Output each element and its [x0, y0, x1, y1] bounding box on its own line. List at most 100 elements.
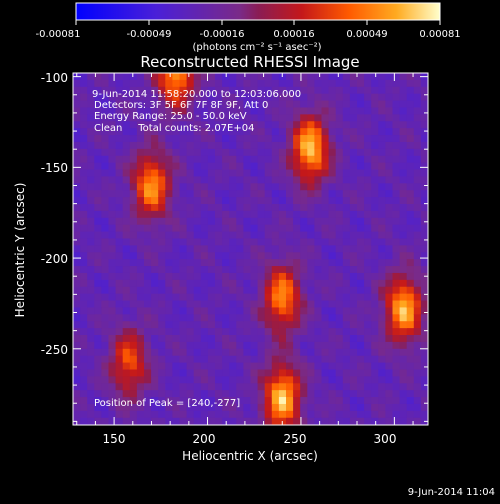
heatmap-cell	[158, 376, 166, 384]
heatmap-cell	[300, 341, 308, 350]
heatmap-cell	[193, 424, 202, 425]
heatmap-cell	[115, 73, 124, 81]
heatmap-cell	[122, 169, 131, 178]
heatmap-cell	[293, 307, 301, 315]
heatmap-cell	[349, 335, 358, 343]
heatmap-cell	[385, 314, 394, 322]
heatmap-cell	[144, 93, 152, 102]
heatmap-cell	[342, 107, 351, 115]
heatmap-cell	[293, 376, 301, 384]
heatmap-cell	[151, 183, 159, 191]
heatmap-cell	[144, 169, 152, 178]
heatmap-cell	[122, 397, 131, 405]
heatmap-cell	[321, 424, 330, 425]
heatmap-cell	[108, 376, 117, 384]
heatmap-cell	[144, 190, 152, 198]
heatmap-cell	[286, 183, 294, 191]
heatmap-cell	[179, 197, 188, 205]
heatmap-cell	[200, 100, 209, 109]
heatmap-cell	[392, 279, 401, 288]
heatmap-cell	[94, 135, 102, 143]
heatmap-cell	[101, 114, 110, 122]
heatmap-cell	[215, 210, 223, 219]
heatmap-cell	[144, 252, 152, 260]
heatmap-cell	[328, 86, 337, 95]
heatmap-cell	[73, 266, 81, 274]
heatmap-cell	[328, 300, 337, 309]
heatmap-cell	[335, 328, 344, 336]
heatmap-cell	[87, 348, 95, 357]
heatmap-cell	[314, 114, 323, 122]
heatmap-cell	[328, 217, 337, 226]
heatmap-cell	[314, 107, 323, 115]
heatmap-cell	[165, 210, 173, 219]
heatmap-cell	[399, 314, 408, 322]
heatmap-cell	[420, 114, 428, 122]
heatmap-cell	[406, 148, 415, 157]
heatmap-cell	[229, 328, 237, 336]
heatmap-cell	[80, 390, 88, 398]
heatmap-cell	[222, 314, 230, 322]
heatmap-cell	[257, 183, 266, 191]
heatmap-cell	[179, 204, 188, 212]
heatmap-cell	[200, 293, 209, 302]
heatmap-cell	[342, 155, 351, 164]
heatmap-cell	[115, 135, 124, 143]
heatmap-cell	[94, 307, 102, 315]
heatmap-cell	[349, 369, 358, 377]
heatmap-cell	[229, 141, 237, 150]
heatmap-cell	[122, 266, 131, 274]
heatmap-cell	[399, 383, 408, 391]
heatmap-cell	[349, 155, 358, 164]
annotation-time-range: 9-Jun-2014 11:58:20.000 to 12:03:06.000	[92, 89, 301, 100]
heatmap-cell	[144, 162, 152, 171]
heatmap-cell	[278, 252, 287, 260]
heatmap-cell	[378, 300, 386, 309]
heatmap-cell	[222, 403, 230, 412]
heatmap-cell	[179, 383, 188, 391]
heatmap-cell	[271, 252, 280, 260]
heatmap-cell	[129, 383, 138, 391]
heatmap-cell	[80, 417, 88, 425]
heatmap-cell	[87, 252, 95, 260]
heatmap-cell	[172, 204, 181, 212]
heatmap-cell	[165, 376, 173, 384]
heatmap-cell	[136, 121, 145, 129]
heatmap-cell	[399, 135, 408, 143]
heatmap-cell	[200, 176, 209, 184]
heatmap-cell	[144, 279, 152, 288]
heatmap-cell	[243, 293, 252, 302]
heatmap-cell	[286, 403, 294, 412]
heatmap-cell	[257, 107, 266, 115]
heatmap-cell	[122, 190, 131, 198]
heatmap-cell	[286, 148, 294, 157]
heatmap-cell	[236, 314, 244, 322]
heatmap-cell	[94, 224, 102, 233]
heatmap-cell	[165, 397, 173, 405]
heatmap-cell	[321, 224, 330, 233]
heatmap-cell	[293, 128, 301, 136]
heatmap-cell	[307, 155, 315, 164]
heatmap-cell	[80, 135, 88, 143]
heatmap-cell	[257, 204, 266, 212]
heatmap-cell	[179, 328, 188, 336]
heatmap-cell	[364, 148, 372, 157]
axis-ticks	[73, 73, 428, 425]
heatmap-cell	[399, 266, 408, 274]
heatmap-cell	[80, 107, 88, 115]
heatmap-cell	[278, 79, 287, 88]
heatmap-cell	[215, 293, 223, 302]
heatmap-cell	[250, 410, 259, 419]
heatmap-cell	[420, 307, 428, 315]
heatmap-cell	[413, 403, 422, 412]
heatmap-cell	[321, 252, 330, 260]
heatmap-cell	[385, 73, 394, 81]
heatmap-cell	[115, 362, 124, 371]
heatmap-cell	[314, 403, 323, 412]
heatmap-cell	[278, 376, 287, 384]
heatmap-cell	[257, 176, 266, 184]
heatmap-cell	[80, 155, 88, 164]
heatmap-cell	[286, 79, 294, 88]
heatmap-cell	[136, 210, 145, 219]
heatmap-cell	[200, 376, 209, 384]
